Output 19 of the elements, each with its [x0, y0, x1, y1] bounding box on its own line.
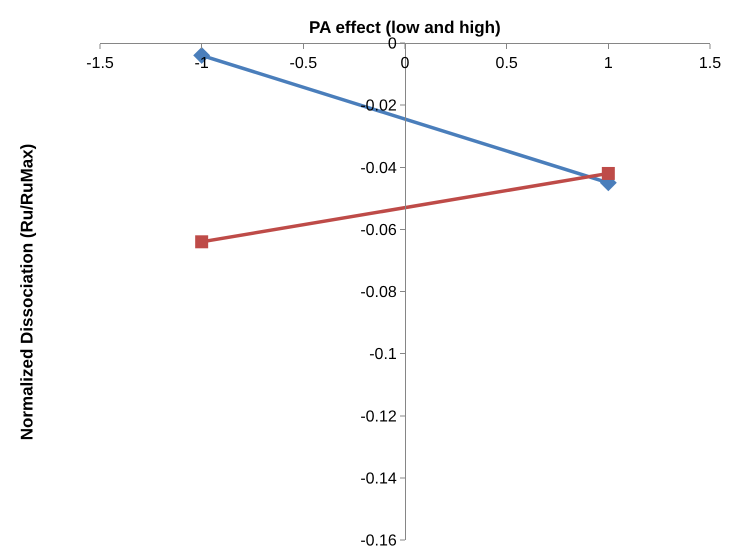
y-tick-label: -0.1	[369, 346, 397, 364]
y-tick-label: -0.16	[360, 532, 397, 550]
y-tick-label: -0.04	[360, 160, 397, 177]
y-tick-label: 0	[388, 36, 397, 53]
point	[195, 235, 208, 248]
x-tick-label: 0.5	[496, 55, 518, 72]
x-axis-title: PA effect (low and high)	[309, 18, 501, 37]
x-tick-label: 1.5	[698, 55, 722, 72]
x-tick-label: -1	[194, 55, 209, 72]
x-tick-label: 1	[604, 55, 613, 72]
y-tick-label: -0.14	[360, 470, 397, 488]
x-tick-label: -0.5	[290, 55, 318, 72]
y-tick-label: -0.08	[360, 284, 397, 302]
x-tick-label: 0	[400, 55, 410, 72]
y-tick-label: -0.12	[360, 408, 397, 426]
y-tick-label: -0.06	[360, 222, 397, 239]
point	[602, 166, 615, 180]
y-axis-title: Normalized Dissociation (Ru/RuMax)	[17, 144, 36, 440]
x-tick-label: -1.5	[86, 55, 114, 72]
